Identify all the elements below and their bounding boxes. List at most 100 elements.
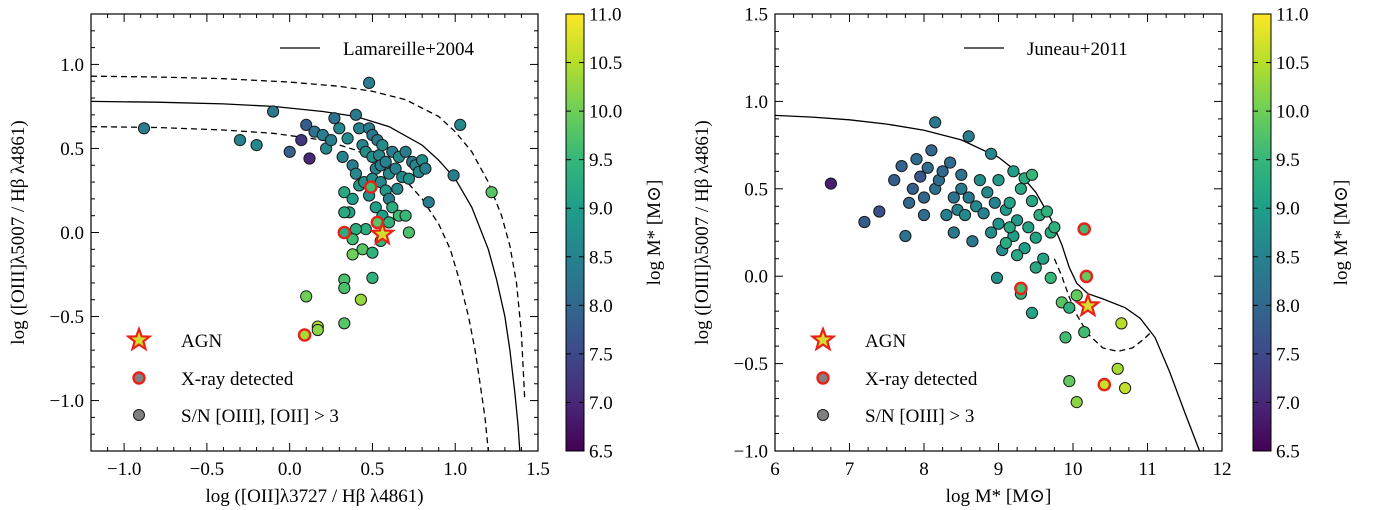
data-point — [338, 206, 351, 219]
colorbar-tick-label: 8.0 — [1276, 296, 1300, 317]
data-point — [906, 182, 919, 195]
y-tick-label: 0.5 — [744, 179, 768, 200]
data-point — [295, 134, 308, 147]
xray-marker-icon — [132, 371, 146, 385]
data-point — [338, 186, 351, 199]
data-point — [985, 147, 998, 160]
data-point — [955, 182, 968, 195]
panel-lamareille-frame — [90, 13, 539, 452]
panel-lamareille-ticks: −1.0 −0.5 0.0 0.5 1.0 1.5 −1.0 −0.5 0.0 0.5 1.0 — [50, 13, 550, 480]
x-tick-label: 8 — [919, 459, 929, 480]
data-point — [1040, 205, 1054, 218]
data-point — [999, 236, 1013, 250]
data-point — [419, 162, 432, 175]
y-tick-label: 1.0 — [744, 92, 768, 113]
colorbar-tick-label: 7.0 — [589, 393, 613, 414]
data-point — [349, 167, 362, 180]
xray-point — [297, 328, 312, 342]
data-point — [958, 208, 972, 222]
legend-xray-marker — [816, 371, 830, 385]
legend-xray-label: X-ray detected — [865, 369, 978, 390]
colorbar-tick-label: 9.5 — [589, 150, 613, 171]
data-point — [947, 226, 960, 239]
x-axis-label: log ([OII]λ3727 / Hβ λ4861) — [205, 486, 423, 507]
data-point — [914, 170, 927, 183]
data-point — [338, 317, 351, 330]
data-point — [1063, 301, 1076, 314]
legend-sn-marker — [817, 409, 829, 421]
y-tick-label: 0.0 — [60, 223, 84, 244]
data-point — [944, 156, 957, 169]
agn-star-icon — [125, 325, 153, 352]
data-point — [349, 223, 362, 236]
data-point — [988, 196, 1001, 209]
solid-demarcation-line — [91, 100, 521, 451]
data-point — [873, 205, 886, 218]
y-tick-label: −1.0 — [50, 391, 84, 412]
data-point — [1025, 306, 1039, 319]
data-point — [363, 76, 376, 90]
x-tick-label: 7 — [845, 459, 855, 480]
legend-agn-marker — [125, 325, 153, 352]
colorbar-tick-label: 10.5 — [1276, 53, 1309, 74]
data-point — [1070, 289, 1083, 302]
y-tick-label: 0.0 — [744, 267, 768, 288]
data-point — [283, 145, 296, 158]
dashed-demarcation-line — [91, 75, 526, 401]
x-tick-label: 0.0 — [278, 459, 302, 480]
colorbar-tick-label: 9.5 — [1276, 150, 1300, 171]
data-point — [1003, 221, 1016, 234]
data-point — [341, 132, 354, 145]
data-point — [303, 152, 316, 165]
data-point — [962, 191, 975, 204]
xray-point — [1077, 222, 1091, 236]
data-point — [917, 208, 931, 222]
y-tick-label: −1.0 — [734, 442, 768, 463]
colorbar-tick-label: 9.0 — [1276, 199, 1300, 220]
colorbar-gradient — [1252, 13, 1272, 452]
x-tick-label: 9 — [994, 459, 1004, 480]
data-point — [250, 139, 263, 152]
data-point — [336, 150, 349, 163]
data-point — [1059, 331, 1072, 344]
panel-juneau: 6 7 8 9 10 11 12 −1.0 −0.5 0.0 0.5 1.0 1.5 Juneau+20… — [692, 5, 1352, 508]
dashed-demarcation-line — [91, 125, 489, 451]
colorbar-tick-label: 11.0 — [589, 5, 622, 26]
data-point — [354, 293, 367, 306]
data-point — [389, 162, 402, 175]
data-point — [1115, 317, 1128, 330]
data-point — [921, 161, 934, 174]
data-point — [1037, 252, 1050, 265]
data-point — [917, 191, 931, 204]
data-point — [936, 165, 949, 178]
legend-agn-label: AGN — [181, 331, 222, 352]
data-point — [402, 226, 415, 239]
panel-lamareille: −1.0 −0.5 0.0 0.5 1.0 1.5 −1.0 −0.5 0.0 0.5 1.0 La… — [8, 5, 665, 508]
data-point — [1111, 362, 1124, 375]
data-point — [386, 201, 399, 214]
xray-marker-icon — [816, 371, 830, 385]
legend-line-label: Juneau+2011 — [1027, 39, 1128, 60]
data-point — [888, 174, 901, 187]
colorbar-gradient — [565, 13, 585, 452]
data-point — [990, 271, 1004, 284]
xray-point — [1097, 377, 1112, 392]
data-point — [137, 122, 151, 135]
panel-juneau-marks — [775, 114, 1201, 451]
data-point — [454, 118, 467, 132]
data-point — [899, 229, 912, 243]
data-point — [981, 186, 994, 199]
colorbar-tick-label: 6.5 — [589, 442, 613, 463]
x-tick-label: 11 — [1138, 459, 1156, 480]
legend-sn-marker — [133, 409, 145, 421]
data-point — [1011, 214, 1024, 227]
data-point — [824, 177, 838, 190]
panel-lamareille-legend: Lamareille+2004 AGN X-ray detected S/N [… — [125, 39, 474, 427]
colorbar-tick-label: 7.5 — [1276, 344, 1300, 365]
data-point — [382, 216, 396, 229]
y-tick-label: −0.5 — [734, 354, 768, 375]
agn-star — [368, 220, 396, 246]
x-tick-label: −1.0 — [107, 459, 141, 480]
colorbar-tick-label: 10.5 — [589, 53, 622, 74]
